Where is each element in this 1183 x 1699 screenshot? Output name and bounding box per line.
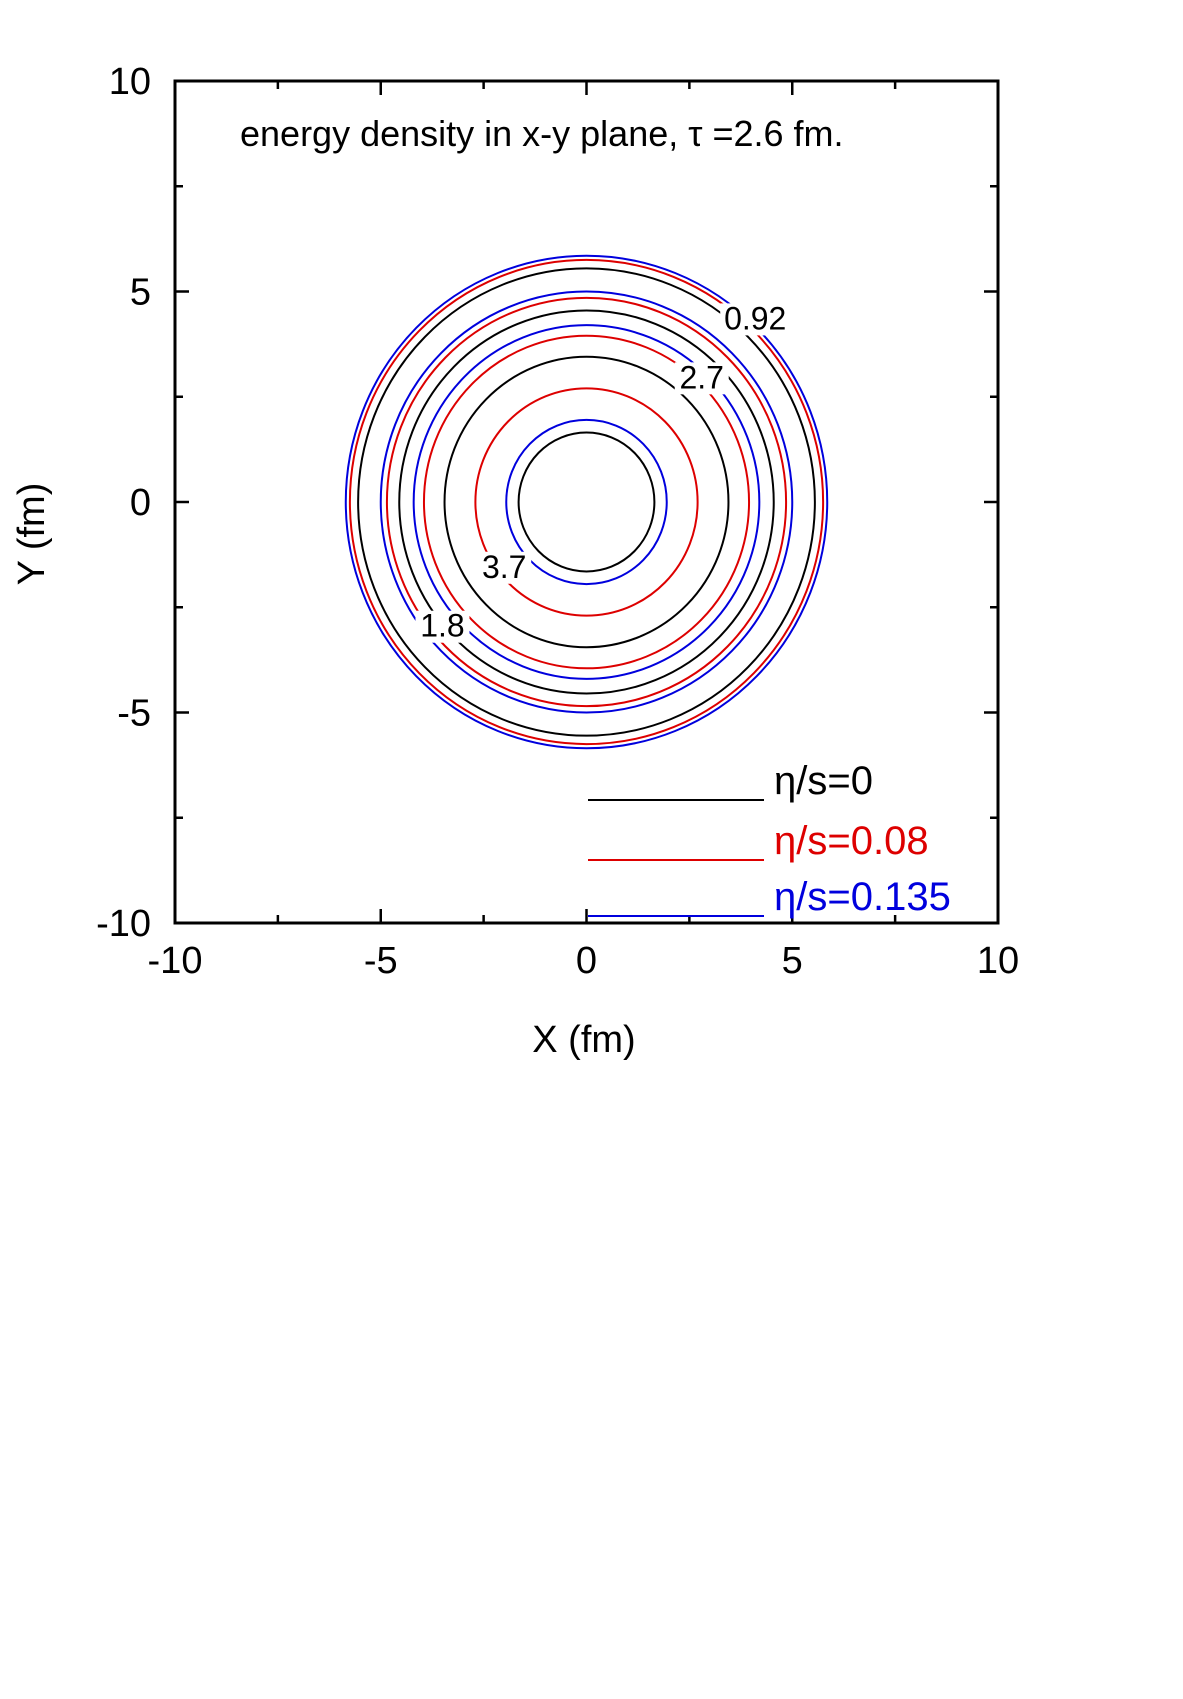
contour-label-bg <box>477 551 532 584</box>
contour-ring-s0-135 <box>412 324 761 680</box>
contour-ring-s0-135 <box>505 418 668 586</box>
contour-label: 1.8 <box>420 608 464 644</box>
legend-label: η/s=0.08 <box>774 819 929 863</box>
x-tick-label: 5 <box>782 940 803 982</box>
x-tick-label: -10 <box>148 940 203 982</box>
axis-ticks <box>173 79 1000 925</box>
contour-lines <box>344 254 829 750</box>
contour-ring-s0 <box>517 431 656 573</box>
x-tick-label: 10 <box>977 940 1019 982</box>
contour-label: 2.7 <box>679 359 723 395</box>
y-tick-label: -5 <box>117 693 151 735</box>
x-tick-label: 0 <box>576 940 597 982</box>
contour-ring-s0-08 <box>348 258 825 746</box>
contour-label: 0.92 <box>724 300 786 336</box>
contour-ring-s0 <box>443 355 730 649</box>
contour-label-bg <box>415 610 470 643</box>
contour-ring-s0-08 <box>422 334 751 670</box>
y-axis-label: Y (fm) <box>11 483 53 586</box>
tick-labels: -10 -5 0 5 10 -10 -5 0 5 10 <box>96 61 1019 982</box>
legend-label: η/s=0 <box>774 759 873 803</box>
plot-area-frame <box>173 79 1000 925</box>
x-axis-label: X (fm) <box>532 1019 635 1061</box>
contour-ring-s0-135 <box>344 254 829 750</box>
legend: η/s=0 η/s=0.08 η/s=0.135 <box>588 759 951 919</box>
contour-label-bg <box>720 303 791 336</box>
contour-ring-s0-08 <box>474 387 699 617</box>
contour-ring-s0-08 <box>385 296 788 708</box>
x-tick-label: -5 <box>364 940 398 982</box>
y-tick-label: 0 <box>130 482 151 524</box>
y-tick-label: 10 <box>109 61 151 103</box>
legend-label: η/s=0.135 <box>774 875 951 919</box>
contour-label: 3.7 <box>482 549 526 585</box>
y-tick-label: 5 <box>130 272 151 314</box>
contour-ring-s0 <box>357 267 816 737</box>
contour-ring-s0-135 <box>379 290 794 714</box>
contour-ring-s0 <box>398 309 775 695</box>
contour-label-bg <box>674 362 729 395</box>
contour-labels: 0.922.7 3.7 1.8 <box>415 300 791 644</box>
y-tick-label: -10 <box>96 903 151 945</box>
chart-title: energy density in x-y plane, τ =2.6 fm. <box>240 113 844 154</box>
